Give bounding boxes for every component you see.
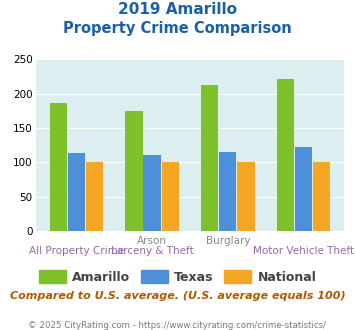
Bar <box>50 103 67 231</box>
Legend: Amarillo, Texas, National: Amarillo, Texas, National <box>34 265 321 289</box>
Bar <box>277 79 294 231</box>
Bar <box>68 153 85 231</box>
Text: Property Crime Comparison: Property Crime Comparison <box>63 21 292 36</box>
Text: Arson: Arson <box>137 236 167 246</box>
Bar <box>313 162 330 231</box>
Bar <box>143 155 161 231</box>
Text: 2019 Amarillo: 2019 Amarillo <box>118 2 237 16</box>
Bar <box>295 147 312 231</box>
Bar <box>219 152 236 231</box>
Bar <box>201 85 218 231</box>
Bar <box>237 162 255 231</box>
Text: Motor Vehicle Theft: Motor Vehicle Theft <box>253 246 354 256</box>
Text: All Property Crime: All Property Crime <box>29 246 124 256</box>
Text: © 2025 CityRating.com - https://www.cityrating.com/crime-statistics/: © 2025 CityRating.com - https://www.city… <box>28 321 327 330</box>
Bar <box>86 162 103 231</box>
Bar <box>162 162 179 231</box>
Text: Larceny & Theft: Larceny & Theft <box>111 246 193 256</box>
Bar <box>125 111 143 231</box>
Text: Burglary: Burglary <box>206 236 250 246</box>
Text: Compared to U.S. average. (U.S. average equals 100): Compared to U.S. average. (U.S. average … <box>10 291 345 301</box>
